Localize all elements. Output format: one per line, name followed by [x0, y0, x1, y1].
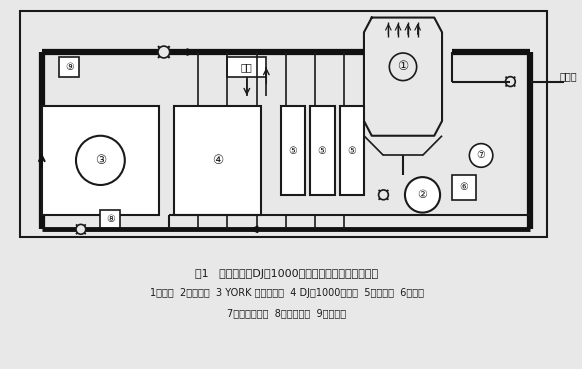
Bar: [100, 210, 120, 229]
Bar: [173, 106, 261, 214]
Circle shape: [405, 177, 440, 213]
Text: ②: ②: [417, 190, 428, 200]
Text: ⑧: ⑧: [106, 214, 115, 224]
Text: ⑤: ⑤: [318, 145, 327, 155]
Polygon shape: [364, 18, 442, 136]
Text: 图1   循环冷却水DJ－1000自动排污自动加药控制系统: 图1 循环冷却水DJ－1000自动排污自动加药控制系统: [196, 269, 378, 279]
Text: 补充水: 补充水: [559, 72, 577, 82]
Text: 1冷却塔  2冷却水泵  3 YORK 机组冷凝器  4 DJ－1000控制器  5加药装置  6电磁阀: 1冷却塔 2冷却水泵 3 YORK 机组冷凝器 4 DJ－1000控制器 5加药…: [150, 289, 424, 299]
Text: 7电子脉冲水表  8电导率探头  9流量开关: 7电子脉冲水表 8电导率探头 9流量开关: [228, 308, 346, 318]
Circle shape: [469, 144, 493, 167]
Text: ⑨: ⑨: [65, 62, 73, 72]
Text: ①: ①: [398, 60, 409, 73]
Bar: [42, 106, 159, 214]
Text: ⑥: ⑥: [459, 182, 468, 192]
Bar: [281, 106, 306, 195]
Text: ③: ③: [95, 154, 106, 167]
Text: ④: ④: [212, 154, 223, 167]
Bar: [228, 57, 267, 77]
Bar: [59, 57, 79, 77]
Text: ⑤: ⑤: [347, 145, 356, 155]
Circle shape: [76, 224, 86, 234]
Circle shape: [389, 53, 417, 80]
Circle shape: [506, 77, 515, 86]
Bar: [339, 106, 364, 195]
Bar: [452, 175, 476, 200]
Text: 药剂: 药剂: [241, 62, 253, 72]
Bar: [310, 106, 335, 195]
Text: ⑤: ⑤: [288, 145, 297, 155]
Circle shape: [158, 46, 170, 58]
Circle shape: [76, 136, 125, 185]
Text: ⑦: ⑦: [477, 151, 485, 161]
Bar: [20, 11, 548, 237]
Circle shape: [379, 190, 388, 200]
